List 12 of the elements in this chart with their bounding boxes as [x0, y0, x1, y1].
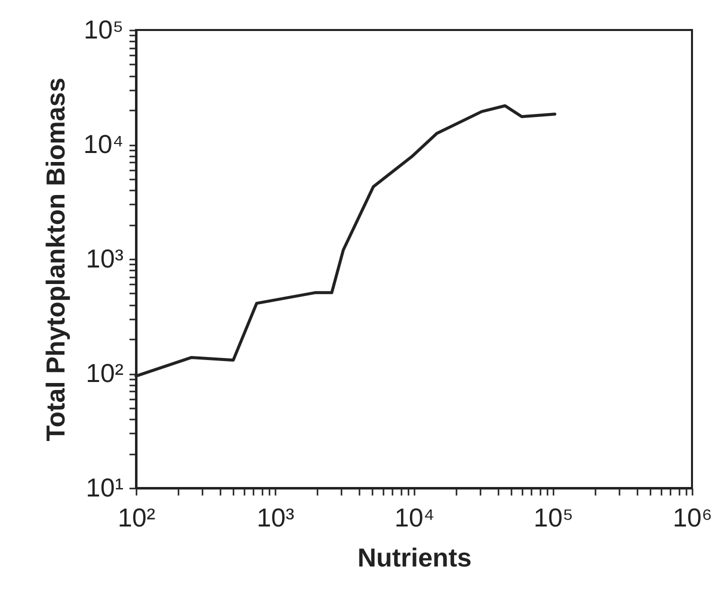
- x-tick-label: 10⁴: [394, 502, 435, 532]
- y-tick-label: 10³: [86, 244, 124, 274]
- x-tick-label: 10⁶: [672, 502, 712, 532]
- x-tick-label: 10²: [118, 502, 156, 532]
- y-tick-label: 10¹: [86, 472, 124, 502]
- y-axis-title: Total Phytoplankton Biomass: [40, 78, 70, 442]
- y-tick-label: 10²: [86, 358, 124, 388]
- y-tick-label: 10⁴: [83, 129, 124, 159]
- x-axis-title: Nutrients: [357, 542, 472, 572]
- x-tick-label: 10⁵: [534, 502, 574, 532]
- y-tick-label: 10⁵: [84, 14, 124, 44]
- x-tick-label: 10³: [256, 502, 295, 532]
